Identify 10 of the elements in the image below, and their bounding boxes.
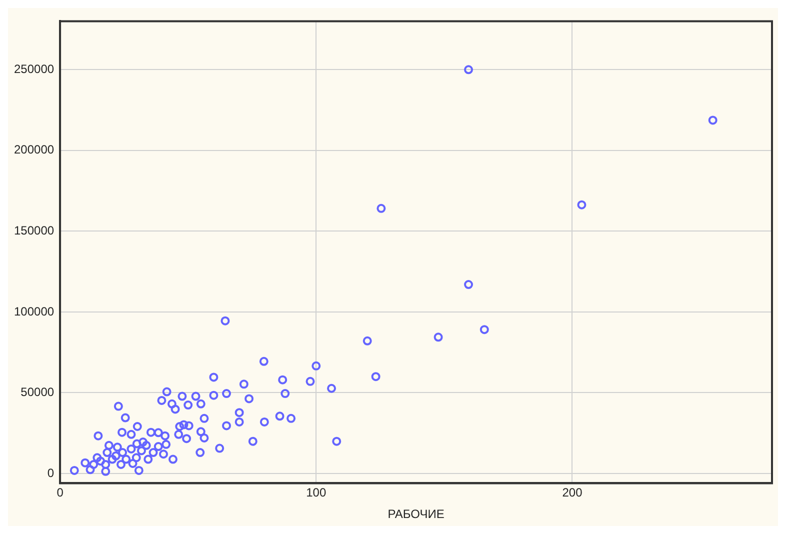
x-axis-title: РАБОЧИЕ [388, 507, 444, 522]
x-tick-label: 200 [562, 486, 583, 500]
y-tick-label: 100000 [14, 304, 54, 318]
x-tick-label: 0 [56, 486, 64, 500]
y-tick-label: 200000 [14, 142, 54, 157]
y-tick-label: 150000 [14, 224, 54, 238]
y-tick-label: 0 [47, 466, 54, 480]
x-tick-label: 100 [306, 486, 326, 500]
y-tick-label: 50000 [20, 385, 54, 400]
y-tick-label: 250000 [14, 62, 54, 76]
